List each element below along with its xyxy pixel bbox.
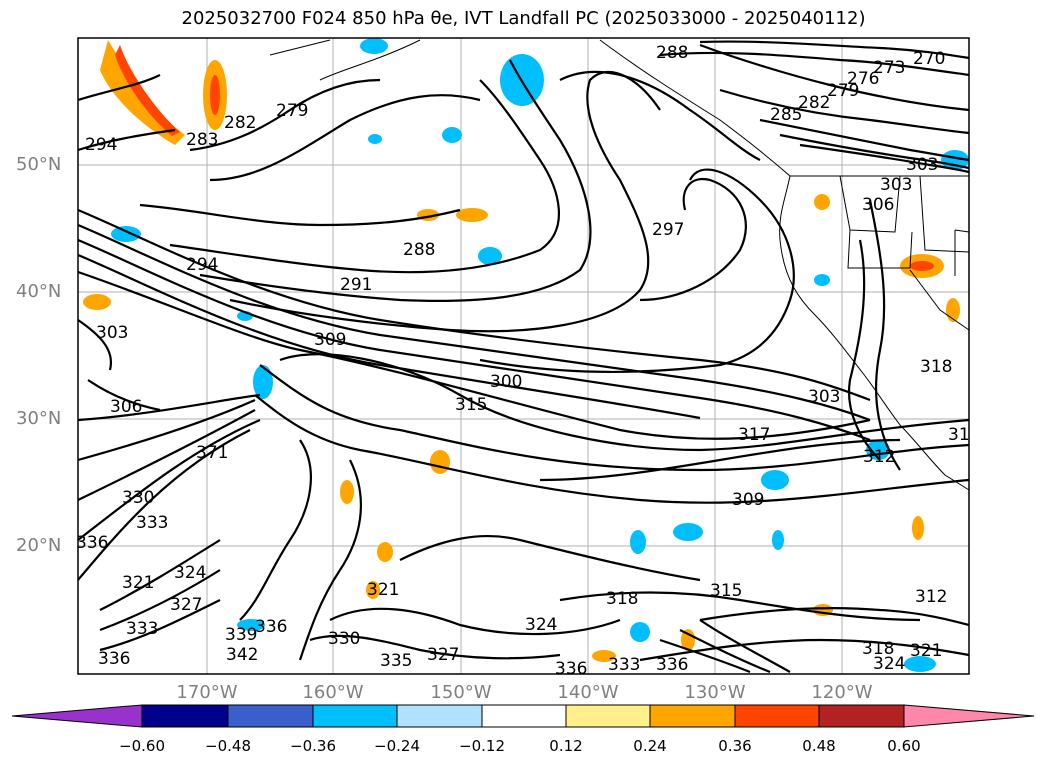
colorbar-bin [481, 704, 567, 728]
contour-label: 270 [913, 49, 945, 69]
lat-label: 40°N [16, 281, 62, 302]
lon-label: 140°W [557, 682, 619, 703]
colorbar-tick-label: −0.60 [119, 737, 165, 755]
lat-label: 20°N [16, 535, 62, 556]
contour-label: 306 [110, 397, 142, 417]
contour-label: 312 [915, 587, 947, 607]
colorbar-tick-label: 0.60 [887, 737, 921, 755]
contour-label: 282 [224, 113, 256, 133]
colorbar-bin [396, 704, 483, 728]
colorbar-low-extend [11, 704, 143, 728]
colorbar-tick-label: 0.24 [633, 737, 667, 755]
colorbar-tick-label: −0.48 [205, 737, 251, 755]
colorbar-tick-label: −0.24 [374, 737, 420, 755]
contour-label: 315 [710, 581, 742, 601]
contour-label: 317 [738, 425, 770, 445]
colorbar-bin [734, 704, 820, 728]
colorbar-tick-label: 0.36 [718, 737, 752, 755]
colorbar-bin [565, 704, 651, 728]
colorbar [11, 704, 1035, 728]
lat-label: 30°N [16, 408, 62, 429]
colorbar-bin [312, 704, 398, 728]
contour-label: 339 [225, 625, 257, 645]
contour-label: 285 [770, 105, 802, 125]
contour-label: 336 [555, 659, 587, 679]
contour-label: 294 [85, 135, 117, 155]
colorbar-tick-label: 0.48 [802, 737, 836, 755]
colorbar-high-extend [903, 704, 1035, 728]
contour-label: 303 [96, 323, 128, 343]
contour-label: 321 [367, 580, 399, 600]
contour-label: 303 [906, 155, 938, 175]
contour-label: 309 [314, 330, 346, 350]
contour-label: 330 [122, 488, 154, 508]
contour-label: 324 [873, 654, 905, 674]
lon-label: 120°W [811, 682, 873, 703]
contour-label: 291 [340, 275, 372, 295]
theta-e-contours [77, 40, 970, 674]
contour-label: 283 [186, 130, 218, 150]
contour-label: 279 [276, 101, 308, 121]
contour-label: 303 [808, 387, 840, 407]
colorbar-bin [141, 704, 229, 728]
ivt-shading [83, 38, 969, 672]
coastlines [269, 39, 970, 491]
contour-label: 288 [403, 240, 435, 260]
contour-label: 327 [427, 645, 459, 665]
contour-label: 321 [122, 573, 154, 593]
contour-label: 312 [863, 447, 895, 467]
contour-label: 294 [186, 255, 218, 275]
contour-label: 336 [255, 617, 287, 637]
contour-label: 279 [827, 81, 859, 101]
contour-label: 315 [455, 395, 487, 415]
contour-label: 318 [606, 589, 638, 609]
contour-label: 335 [380, 651, 412, 671]
contour-label: 318 [920, 357, 952, 377]
contour-label: 297 [652, 220, 684, 240]
contour-label: 324 [525, 615, 557, 635]
lat-label: 50°N [16, 154, 62, 175]
contour-label: 333 [126, 619, 158, 639]
colorbar-bin [227, 704, 314, 728]
colorbar-tick-label: −0.12 [459, 737, 505, 755]
contour-label: 327 [170, 595, 202, 615]
colorbar-tick-label: −0.36 [290, 737, 336, 755]
contour-label: 300 [490, 372, 522, 392]
contour-label: 336 [98, 649, 130, 669]
contour-label: 342 [226, 645, 258, 665]
lon-label: 160°W [302, 682, 364, 703]
contour-label: 321 [910, 641, 942, 661]
colorbar-bin [818, 704, 905, 728]
contour-label: 330 [328, 629, 360, 649]
map-title: 2025032700 F024 850 hPa θe, IVT Landfall… [181, 8, 866, 29]
contour-label: 31 [948, 425, 970, 445]
contour-label: 306 [862, 195, 894, 215]
contour-labels: 288 270 273 276 279 282 285 303 294 283 … [76, 43, 970, 679]
lon-label: 130°W [684, 682, 746, 703]
contour-label: 371 [196, 443, 228, 463]
contour-label: 324 [174, 563, 206, 583]
contour-label: 303 [880, 175, 912, 195]
contour-label: 288 [656, 43, 688, 63]
contour-label: 336 [76, 533, 108, 553]
contour-label: 336 [656, 655, 688, 675]
colorbar-tick-label: 0.12 [549, 737, 583, 755]
lon-label: 150°W [430, 682, 492, 703]
contour-label: 333 [136, 513, 168, 533]
contour-label: 318 [862, 639, 894, 659]
contour-label: 282 [798, 93, 830, 113]
contour-label: 276 [847, 69, 879, 89]
contour-label: 309 [732, 490, 764, 510]
contour-label: 273 [873, 58, 905, 78]
colorbar-bin [649, 704, 736, 728]
lon-label: 170°W [176, 682, 238, 703]
contour-label: 333 [608, 655, 640, 675]
